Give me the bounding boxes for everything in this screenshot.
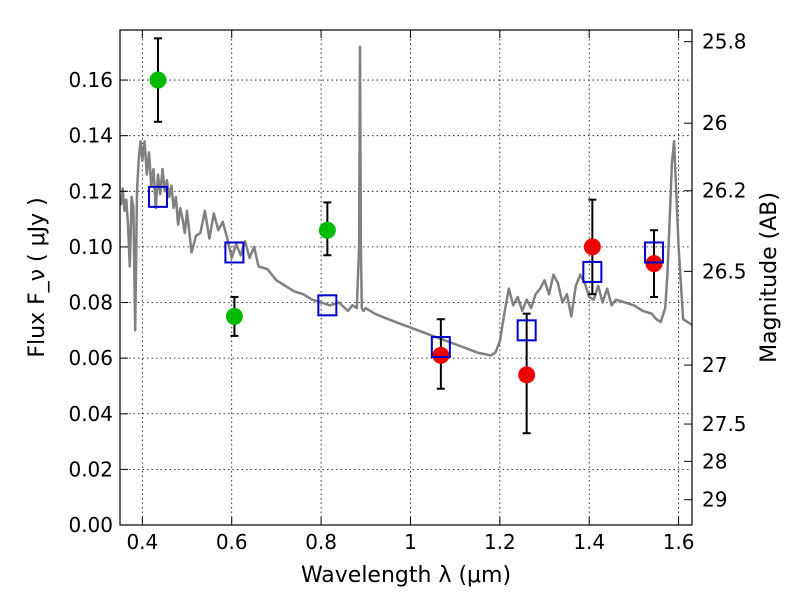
model-point-square [147,185,168,208]
x-axis-label: Wavelength λ (μm) [301,563,511,588]
y2-tick-label: 26.2 [702,179,747,203]
data-point-circle [432,346,450,364]
model-point-square [224,241,245,264]
x-tick-label: 1 [404,530,417,554]
model-point-square [582,260,603,283]
y2-tick-label: 27 [702,353,727,377]
model-point-square [430,336,451,359]
data-point-circle [318,221,336,239]
y-tick-label: 0.04 [68,402,113,426]
y-tick-label: 0.10 [68,235,113,259]
data-point-circle [583,238,601,256]
y-tick-label: 0.12 [68,179,113,203]
y-tick-label: 0.08 [68,291,113,315]
grid [120,30,692,526]
model-spectrum-line [120,45,692,357]
plot-frame [119,29,693,526]
y2-tick-label: 25.8 [702,30,747,54]
x-tick-label: 1.4 [573,530,605,554]
data-point-circle [225,307,243,325]
y-tick-label: 0.00 [68,513,113,537]
y2-tick-label: 26 [702,111,727,135]
y2-tick-label: 27.5 [702,412,747,436]
y-tick-label: 0.02 [68,457,113,481]
x-tick-label: 0.8 [305,530,337,554]
model-point-square [516,319,537,342]
x-tick-label: 1.6 [663,530,695,554]
y2-tick-label: 26.5 [702,259,747,283]
y2-tick-label: 29 [702,488,727,512]
data-point-circle [645,255,663,273]
y-tick-label: 0.14 [68,124,113,148]
y-axis-label: Flux F_ν ( μJy ) [25,197,50,357]
data-point-circle [149,71,167,89]
x-tick-label: 1.2 [484,530,516,554]
x-tick-label: 0.4 [126,530,158,554]
x-tick-label: 0.6 [216,530,248,554]
y2-axis-label: Magnitude (AB) [757,192,782,363]
y-tick-label: 0.06 [68,346,113,370]
model-point-square [317,294,338,317]
data-point-circle [518,366,536,384]
y2-tick-label: 28 [702,449,727,473]
y-tick-label: 0.16 [68,68,113,92]
model-point-square [644,241,665,264]
